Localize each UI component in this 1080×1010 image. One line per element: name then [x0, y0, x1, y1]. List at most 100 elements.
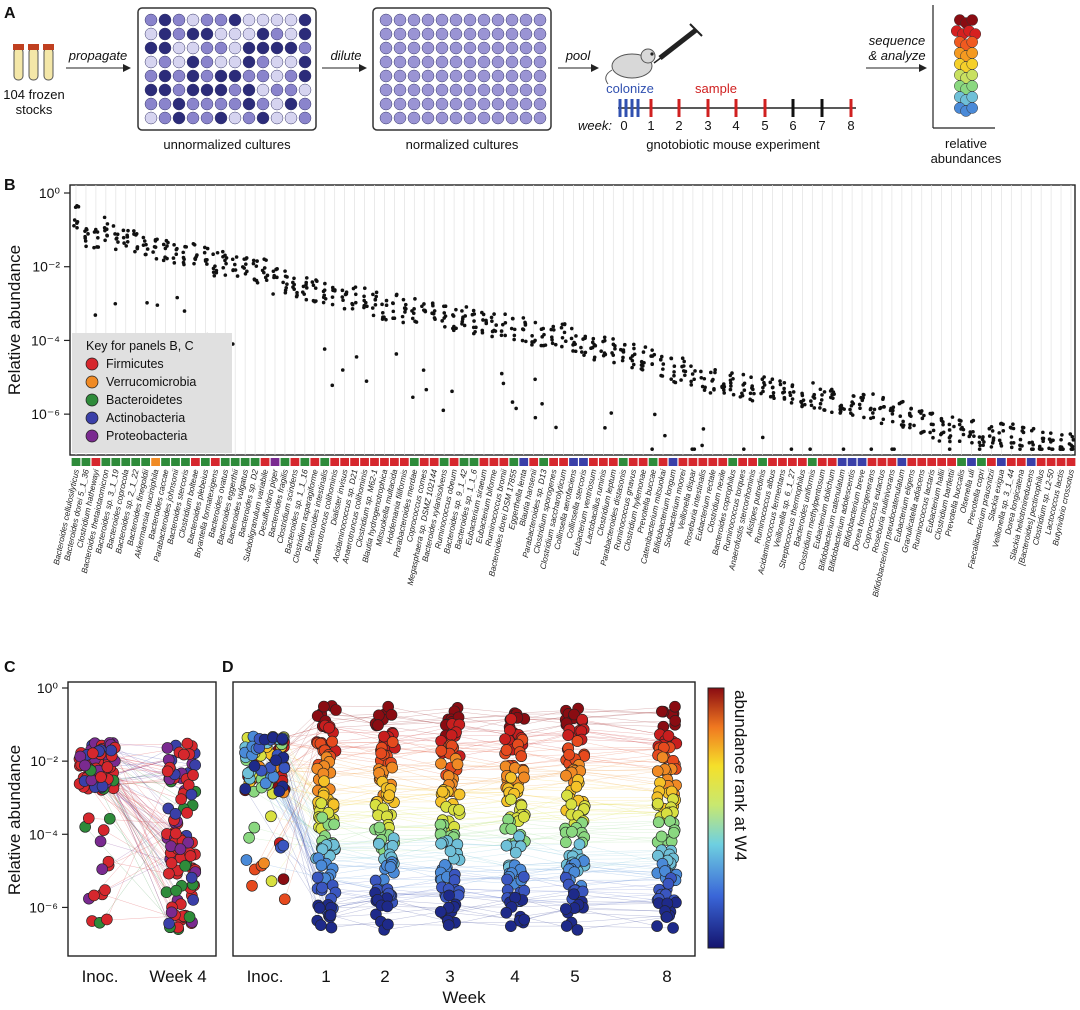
abundance-point	[243, 271, 248, 276]
abundance-point	[741, 383, 746, 387]
inoculum-point	[74, 750, 87, 763]
abundance-point	[712, 386, 716, 391]
abundance-point	[628, 356, 633, 361]
plate-well	[393, 111, 407, 125]
x-tick-label: 4	[510, 967, 519, 986]
phylum-key-cell	[678, 458, 688, 466]
abundance-point	[330, 383, 335, 388]
abundance-point	[850, 413, 855, 417]
timepoint-point	[669, 700, 681, 713]
plate-well	[284, 83, 298, 97]
abundance-point	[800, 404, 804, 409]
abundance-point	[260, 268, 265, 273]
phylum-key-cell	[151, 458, 160, 466]
abundance-point	[1070, 447, 1075, 451]
legend-swatch	[85, 375, 99, 389]
abundance-point	[95, 230, 100, 234]
abundance-point	[451, 328, 456, 333]
timepoint-point	[382, 918, 394, 931]
plate-well	[200, 69, 214, 83]
abundance-point	[285, 282, 289, 287]
abundance-point	[851, 401, 856, 406]
week4-point	[163, 917, 175, 930]
abundance-point	[957, 439, 962, 444]
plate-well	[449, 13, 463, 27]
abundance-point	[947, 447, 952, 451]
plate-well	[256, 27, 270, 41]
abundance-point	[96, 235, 100, 240]
plate-well	[158, 55, 172, 69]
week4-point	[174, 843, 187, 855]
abundance-point	[530, 333, 534, 338]
plate-well	[463, 97, 477, 111]
abundance-point	[959, 419, 963, 423]
week4-point	[179, 860, 191, 872]
abundance-point	[422, 302, 426, 306]
abundance-point	[941, 422, 945, 427]
timepoint-point	[315, 797, 328, 810]
timepoint-point	[277, 873, 290, 885]
legend-box	[72, 333, 232, 453]
abundance-point	[76, 204, 81, 209]
phylum-key-cell	[867, 458, 877, 466]
y-tick-label: 10⁻⁶	[31, 406, 60, 422]
timepoint-point	[240, 854, 253, 866]
panel-d-label: D	[222, 659, 234, 676]
abundance-point	[708, 391, 713, 395]
abundance-point	[971, 429, 975, 434]
plate-well	[200, 83, 214, 97]
abundance-point	[1009, 435, 1014, 439]
abundance-point	[371, 292, 375, 297]
plate-well	[270, 97, 284, 111]
plate-well	[228, 55, 242, 69]
abundance-point	[830, 410, 834, 415]
plate-well	[200, 111, 214, 125]
abundance-point	[342, 306, 347, 311]
plate-well	[242, 55, 256, 69]
abundance-point	[182, 262, 186, 267]
abundance-point	[809, 403, 814, 408]
abundance-point	[391, 316, 395, 321]
abundance-point	[612, 360, 616, 365]
abundance-point	[213, 264, 217, 268]
abundance-point	[83, 234, 87, 239]
timepoint-point	[445, 729, 458, 741]
abundance-point	[116, 240, 120, 244]
abundance-point	[144, 252, 148, 257]
plate-well	[172, 69, 186, 83]
plate-well	[379, 111, 393, 125]
inoculum-point	[96, 863, 108, 875]
plate-well	[270, 13, 284, 27]
abundance-point	[582, 353, 586, 357]
abundance-point	[492, 312, 496, 316]
legend-item-label: Proteobacteria	[106, 429, 187, 443]
abundance-point	[462, 323, 467, 328]
phylum-key-cell	[569, 458, 578, 466]
abundance-point	[969, 419, 974, 424]
abundance-point	[321, 295, 326, 300]
timepoint-point	[518, 871, 530, 883]
plate-well	[158, 111, 172, 125]
abundance-point	[569, 336, 574, 341]
abundance-point	[1018, 447, 1022, 451]
abundance-point	[579, 350, 584, 354]
abundance-point	[145, 300, 149, 305]
abundance-point	[295, 293, 299, 298]
abundance-point	[1011, 422, 1015, 426]
abundance-point	[699, 375, 704, 380]
abundance-point	[283, 269, 287, 273]
abundance-point	[1040, 436, 1045, 441]
abundance-point	[272, 273, 277, 278]
abundance-point	[869, 447, 874, 451]
abundance-point	[302, 292, 306, 296]
phylum-key-cell	[827, 458, 837, 466]
legend-item-label: Actinobacteria	[106, 411, 185, 425]
phylum-key-cell	[131, 458, 141, 466]
abundance-point	[948, 434, 953, 438]
abundance-point	[182, 257, 186, 262]
plate-well	[298, 55, 312, 69]
phylum-key-cell	[519, 458, 529, 466]
x-tick-label: 8	[662, 967, 671, 986]
phylum-key-cell	[529, 458, 539, 466]
timepoint-point	[568, 708, 580, 721]
